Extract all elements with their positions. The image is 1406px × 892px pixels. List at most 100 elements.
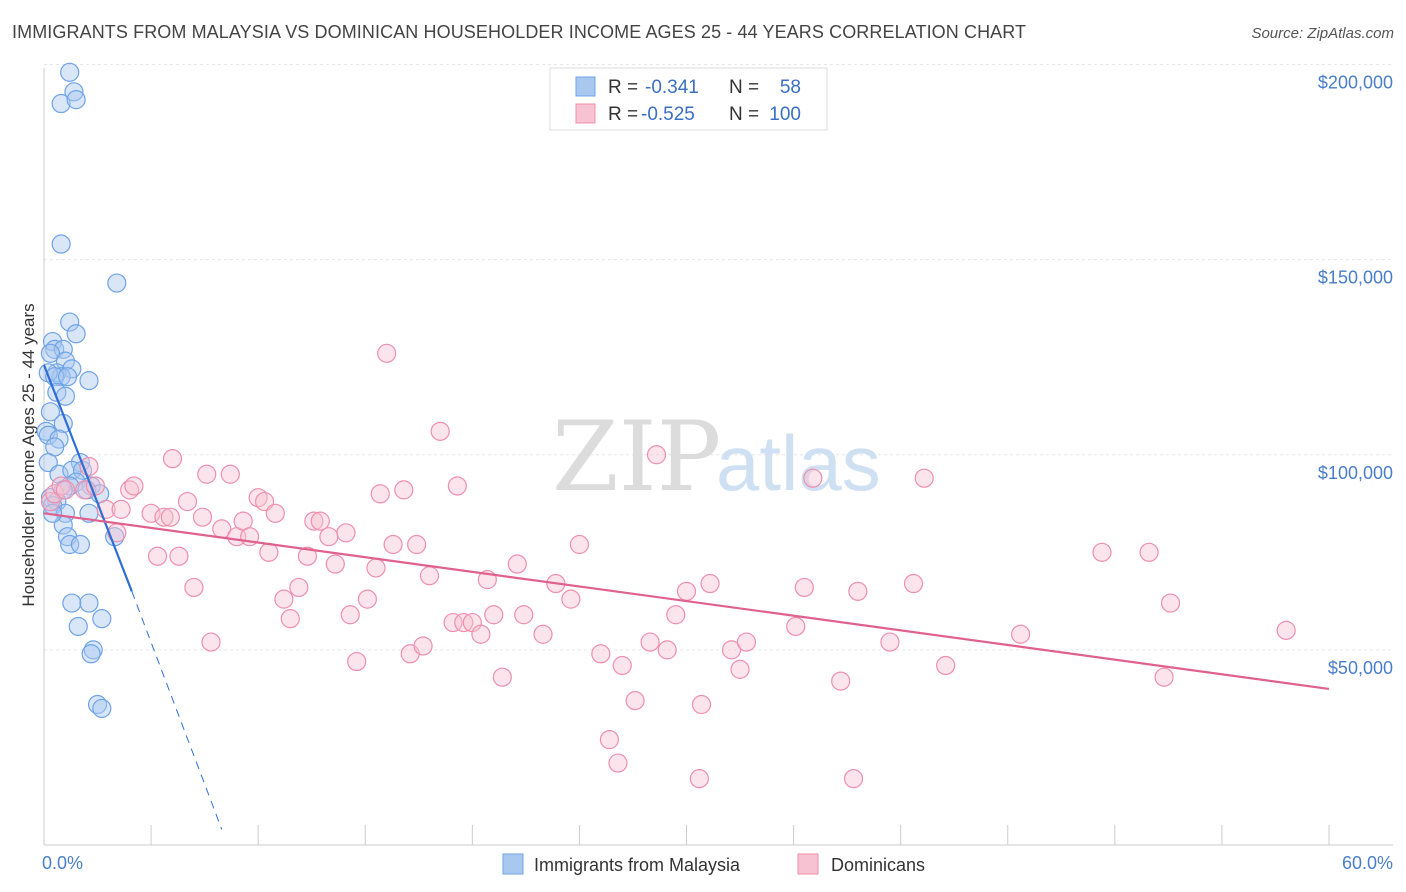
point-malaysia-49 <box>62 593 82 613</box>
point-dominicans-30 <box>259 542 279 562</box>
point-dominicans-62 <box>507 554 527 574</box>
point-malaysia-0 <box>60 62 80 82</box>
point-malaysia-56 <box>92 698 112 719</box>
chart-title: IMMIGRANTS FROM MALAYSIA VS DOMINICAN HO… <box>12 22 1027 42</box>
correlation-legend: R = -0.341 N = 58 R = -0.525 N = 100 <box>549 67 828 131</box>
point-dominicans-87 <box>831 671 851 691</box>
y-tick-label-1: $150,000 <box>1318 268 1393 288</box>
bottom-legend-label-malaysia: Immigrants from Malaysia <box>534 855 741 875</box>
point-dominicans-94 <box>1092 542 1112 562</box>
trendline-malaysia-extension <box>131 591 223 830</box>
point-dominicans-86 <box>803 468 823 488</box>
point-dominicans-41 <box>340 605 360 625</box>
point-dominicans-14 <box>154 507 174 527</box>
point-dominicans-85 <box>794 577 814 598</box>
point-dominicans-19 <box>184 577 204 598</box>
point-dominicans-99 <box>843 769 864 789</box>
point-dominicans-47 <box>383 534 403 555</box>
legend-n-value-malaysia: 58 <box>780 77 801 98</box>
point-dominicans-74 <box>646 445 667 465</box>
legend-r-value-dominicans: -0.525 <box>641 104 695 125</box>
bottom-legend-swatch-malaysia <box>502 853 524 875</box>
point-dominicans-52 <box>419 566 440 586</box>
point-malaysia-2 <box>51 93 71 114</box>
point-dominicans-13 <box>147 546 168 566</box>
point-dominicans-37 <box>310 511 330 531</box>
point-malaysia-48 <box>70 534 91 555</box>
point-dominicans-68 <box>591 644 611 664</box>
point-malaysia-5 <box>107 273 127 293</box>
legend-box <box>549 67 828 131</box>
point-dominicans-73 <box>640 632 660 652</box>
grid-lines <box>44 64 1393 651</box>
point-dominicans-33 <box>280 609 300 629</box>
point-malaysia-4 <box>51 234 71 254</box>
point-dominicans-79 <box>691 694 712 715</box>
point-dominicans-1 <box>45 484 65 504</box>
point-dominicans-11 <box>124 476 144 496</box>
y-tick-label-0: $200,000 <box>1318 73 1393 93</box>
point-malaysia-6 <box>60 312 80 332</box>
point-dominicans-34 <box>289 577 309 598</box>
point-dominicans-64 <box>533 624 553 644</box>
point-dominicans-60 <box>484 605 504 625</box>
point-dominicans-44 <box>366 558 386 578</box>
legend-n-label-malaysia: N = <box>729 77 759 98</box>
y-tick-labels: $200,000 $150,000 $100,000 $50,000 <box>1318 73 1393 678</box>
point-dominicans-80 <box>700 573 720 594</box>
legend-n-value-dominicans: 100 <box>769 104 801 125</box>
y-tick-label-2: $100,000 <box>1318 463 1393 483</box>
point-dominicans-42 <box>347 651 367 672</box>
point-dominicans-4 <box>75 480 95 500</box>
series-dominicans-points <box>40 343 1296 789</box>
watermark: ZIP atlas <box>552 401 881 513</box>
point-dominicans-50 <box>407 534 427 555</box>
legend-swatch-malaysia <box>575 76 596 97</box>
watermark-zip: ZIP <box>552 401 721 513</box>
point-dominicans-54 <box>443 612 463 633</box>
point-dominicans-39 <box>325 554 345 574</box>
point-dominicans-93 <box>1010 624 1031 644</box>
point-malaysia-3 <box>66 90 86 110</box>
point-dominicans-18 <box>177 491 198 512</box>
point-dominicans-97 <box>1160 593 1181 613</box>
point-dominicans-16 <box>162 449 183 469</box>
point-dominicans-40 <box>336 523 356 543</box>
point-malaysia-15 <box>51 367 71 387</box>
point-malaysia-54 <box>81 644 101 664</box>
point-dominicans-35 <box>297 546 318 566</box>
point-malaysia-22 <box>40 402 61 422</box>
point-dominicans-36 <box>304 511 324 531</box>
point-dominicans-3 <box>55 480 76 500</box>
point-dominicans-75 <box>657 640 677 660</box>
point-malaysia-10 <box>53 339 73 359</box>
point-dominicans-91 <box>914 468 934 488</box>
x-tick-label-right: 60.0% <box>1342 853 1393 873</box>
point-dominicans-82 <box>730 659 750 679</box>
legend-r-label-dominicans: R = <box>608 104 638 125</box>
point-malaysia-8 <box>42 331 63 352</box>
legend-r-value-malaysia: -0.341 <box>645 77 699 98</box>
point-malaysia-18 <box>57 367 78 387</box>
legend-n-label-dominicans: N = <box>729 104 759 125</box>
point-dominicans-66 <box>561 589 581 609</box>
point-dominicans-58 <box>471 624 491 644</box>
bottom-legend-swatch-dominicans <box>797 853 819 875</box>
point-malaysia-51 <box>92 609 112 629</box>
y-tick-label-3: $50,000 <box>1328 658 1393 678</box>
point-dominicans-98 <box>1276 620 1296 640</box>
point-dominicans-17 <box>169 546 189 566</box>
point-dominicans-24 <box>220 464 240 484</box>
point-dominicans-15 <box>160 507 180 527</box>
point-dominicans-22 <box>201 632 221 652</box>
point-dominicans-20 <box>192 507 213 527</box>
point-dominicans-81 <box>721 640 742 660</box>
point-dominicans-77 <box>676 581 697 601</box>
point-dominicans-89 <box>880 632 900 652</box>
point-dominicans-46 <box>377 343 397 363</box>
point-malaysia-47 <box>60 534 80 555</box>
point-dominicans-90 <box>903 573 924 594</box>
trendlines <box>42 364 1330 830</box>
point-dominicans-21 <box>197 464 217 484</box>
